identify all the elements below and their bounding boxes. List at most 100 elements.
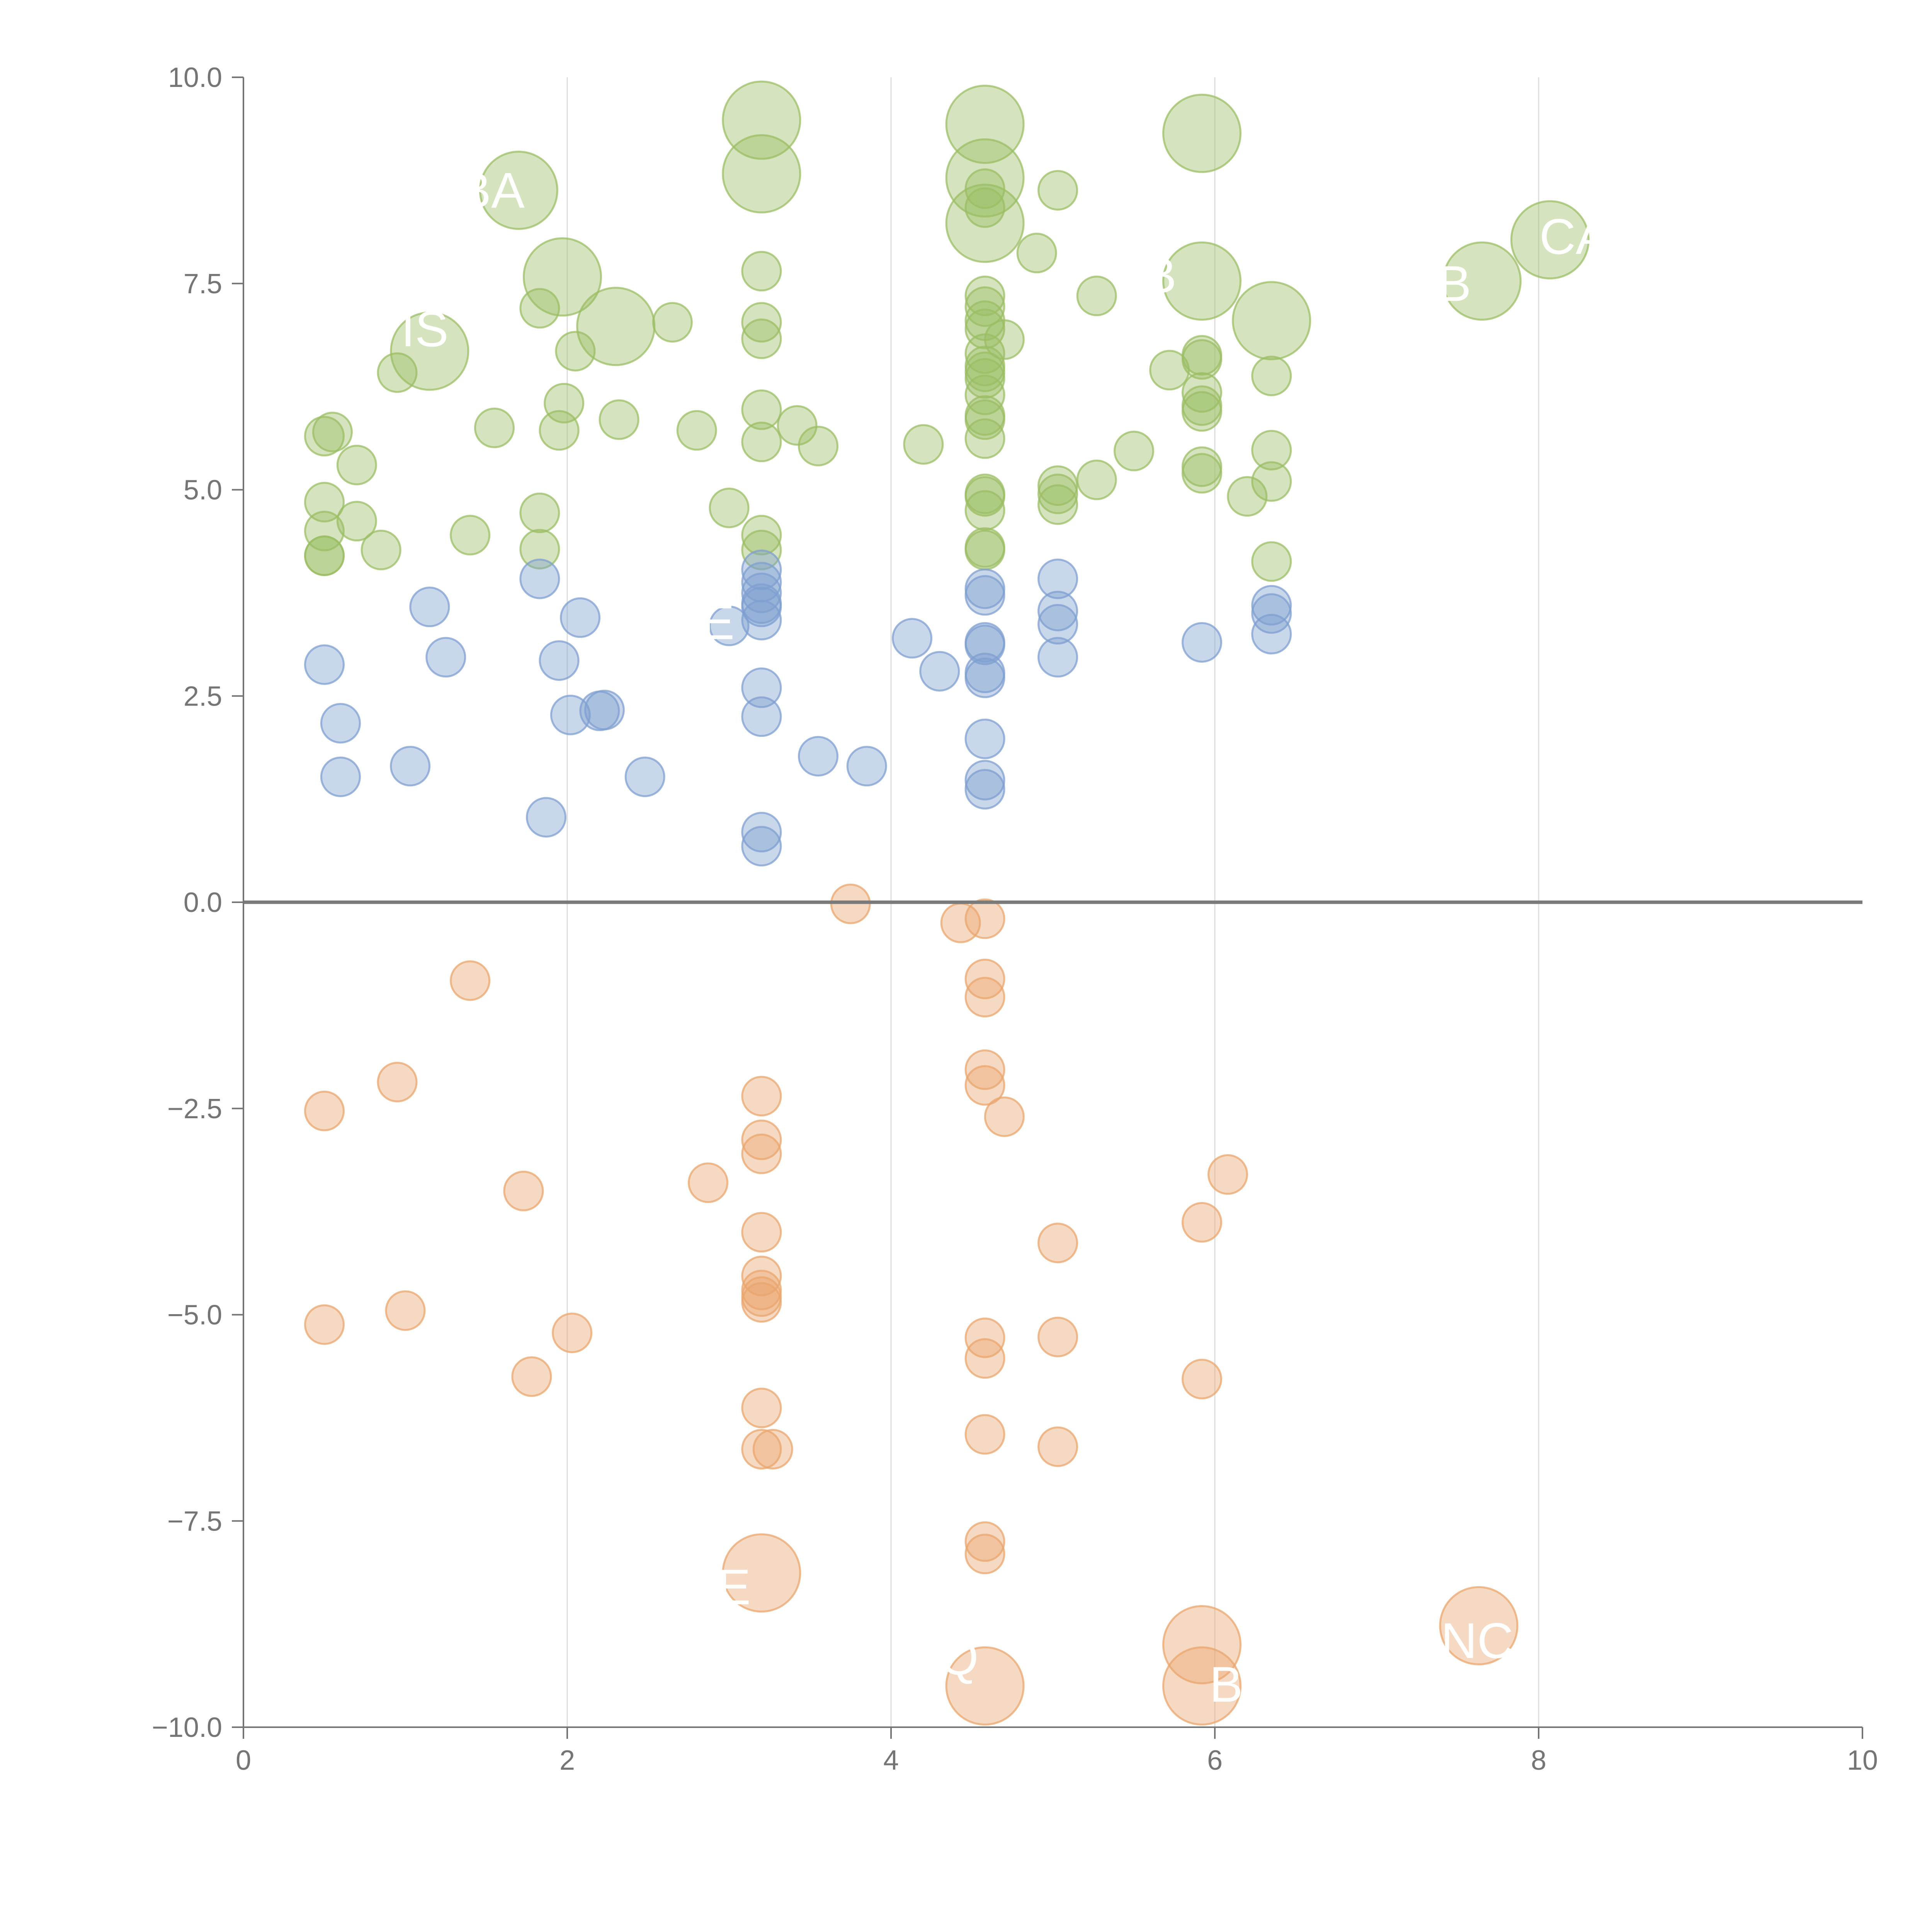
data-point [1016,233,1057,274]
data-point [688,1162,729,1203]
data-point [1251,585,1292,626]
data-point [652,302,693,343]
data-point [964,276,1005,316]
data-point [964,1338,1005,1379]
data-point [964,286,1005,327]
data-point [741,422,782,463]
x-tick-label: 8 [1531,1745,1546,1776]
data-point [1181,391,1222,432]
data-point [709,487,750,528]
data-point [1442,241,1522,321]
data-point [304,510,345,551]
data-point [555,331,596,372]
data-point [964,718,1005,759]
data-point [560,597,601,638]
data-point [964,1317,1005,1358]
axes-layer: 0 2 4 6 8 10 10.0 7.5 5.0 2.5 0.0 −2.5 −5.0 −7.5 −10.0 [152,62,1878,1776]
data-point [1439,1586,1519,1665]
data-point [519,492,560,533]
y-tick-label: −10.0 [152,1712,222,1743]
x-tick-label: 10 [1847,1745,1878,1776]
data-point [722,134,801,214]
data-point [552,1312,593,1353]
data-point [741,389,782,430]
data-point [1037,604,1078,645]
data-point [741,1388,782,1429]
data-point [741,826,782,867]
data-point [1181,1202,1222,1243]
data-point [964,657,1005,698]
data-point [1162,241,1242,321]
data-point [964,490,1005,531]
data-point [798,736,838,777]
data-point [1037,558,1078,599]
data-point [964,769,1005,810]
data-point [544,383,585,423]
data-point [964,624,1005,665]
y-tick-label: −7.5 [167,1506,222,1537]
data-point [304,482,345,523]
data-point [964,1065,1005,1106]
point-annotation: E [717,1559,751,1615]
data-point [450,960,491,1001]
data-point [741,600,782,641]
data-point [741,812,782,853]
data-point [1181,453,1222,494]
data-point [576,287,656,366]
data-point [522,237,602,317]
data-point [539,640,580,681]
data-point [584,690,625,731]
data-point [1037,1223,1078,1264]
data-point [539,410,580,451]
data-point [964,575,1005,616]
data-point [1208,1154,1248,1195]
data-point [964,308,1005,349]
data-point [1037,1426,1078,1467]
data-point [741,1282,782,1323]
data-point [741,667,782,708]
point-annotation: B [1143,247,1177,303]
data-point [1251,593,1292,634]
x-tick-label: 4 [883,1745,899,1776]
data-point [1114,430,1154,471]
data-point [336,444,377,485]
data-point [741,302,782,343]
data-point [741,587,782,628]
data-point [1076,459,1117,500]
data-point [1510,200,1590,280]
data-point [1037,590,1078,631]
data-point [919,651,960,692]
point-annotation: NC [1441,1612,1514,1669]
data-point [964,1414,1005,1455]
data-point [320,703,361,744]
data-point [320,756,361,797]
data-point [964,476,1005,517]
data-point [846,746,887,787]
data-point [964,1534,1005,1575]
data-point [526,797,567,838]
data-point [964,1521,1005,1562]
data-point [304,1304,345,1345]
data-point [1037,1316,1078,1357]
point-annotation: B [1438,255,1471,312]
data-point [1251,430,1292,471]
data-point [741,1429,782,1470]
data-point [945,138,1025,218]
data-point [1251,541,1292,582]
data-point [964,187,1005,228]
y-tick-label: 7.5 [184,269,222,299]
point-annotation: IS [401,301,449,357]
data-point [304,535,345,576]
point-annotation: BA [457,162,525,218]
x-tick-label: 6 [1207,1745,1223,1776]
data-point [984,1096,1025,1137]
data-point [741,1133,782,1174]
data-point [479,150,558,230]
data-point [964,898,1005,939]
data-point [361,529,401,570]
data-point [964,374,1005,415]
y-tick-label: −5.0 [167,1300,222,1331]
point-annotation: B [1209,1656,1243,1713]
data-point [984,319,1025,360]
